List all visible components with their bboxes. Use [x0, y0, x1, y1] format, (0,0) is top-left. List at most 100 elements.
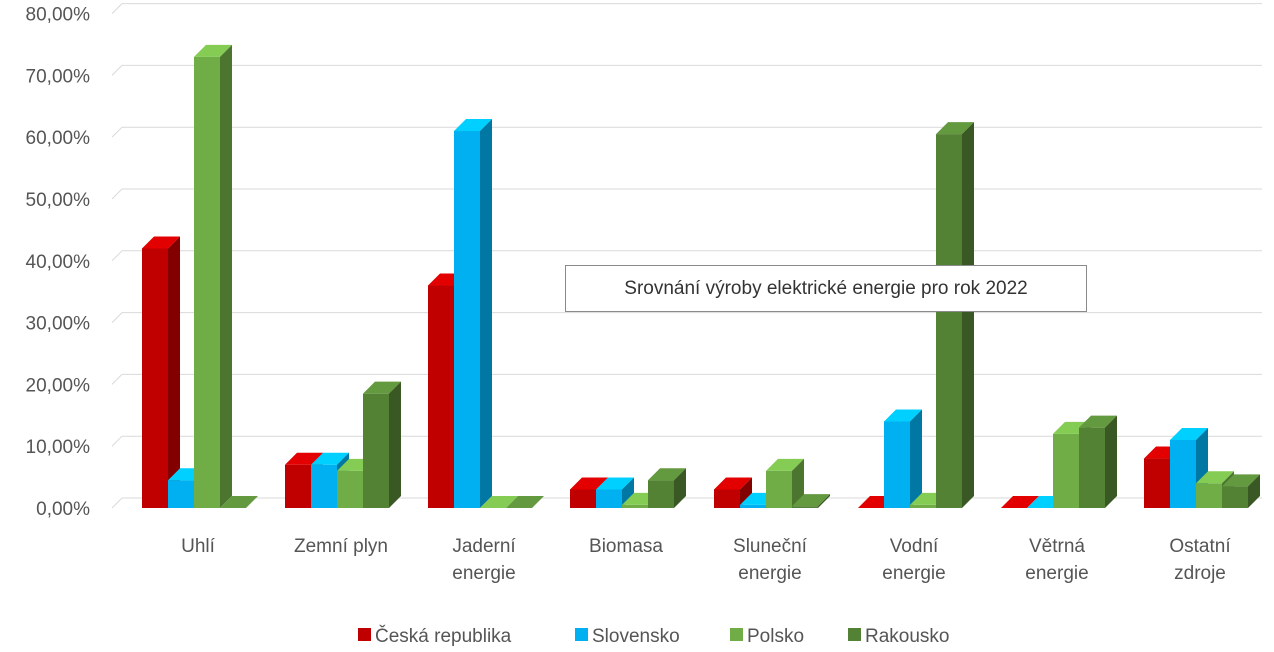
bar-front [285, 464, 311, 508]
gridline-depth [111, 435, 123, 447]
y-tick-label: 0,00% [36, 499, 90, 520]
bar-front [1079, 427, 1105, 508]
bar-front [1170, 440, 1196, 508]
y-tick-label: 30,00% [26, 314, 91, 335]
bar-top [570, 477, 608, 490]
y-tick-label: 50,00% [26, 190, 91, 211]
bar [1222, 474, 1260, 508]
x-axis-labels: Uhlí Zemní plyn Jaderní energie Biomasa Slune… [181, 536, 1231, 584]
x-category-label: Biomasa [589, 536, 663, 557]
bar [714, 477, 752, 508]
bar-top [454, 119, 492, 132]
bar [766, 458, 804, 508]
gridline-depth [111, 188, 123, 200]
x-category-label: Zemní plyn [294, 536, 388, 557]
bar-top [596, 477, 634, 490]
y-tick-label: 10,00% [26, 437, 91, 458]
bar-front [622, 504, 648, 508]
bar-front [428, 285, 454, 508]
bar-side [910, 409, 922, 508]
bar-side [740, 477, 752, 508]
x-category-label: Vodní energie [882, 536, 945, 584]
bar-front [142, 248, 168, 508]
gridline-depth [111, 497, 123, 509]
x-category-label: Uhlí [181, 536, 216, 557]
bar-side [622, 477, 634, 508]
bar-top [936, 122, 974, 135]
bar [596, 477, 634, 508]
bar-top [1079, 415, 1117, 428]
bar-front [910, 504, 936, 508]
legend-label: Česká republika [375, 625, 512, 647]
bar-top [766, 458, 804, 471]
y-axis-ticks: 0,00% 10,00% 20,00% 30,00% 40,00% 50,00% 60,00… [26, 5, 91, 520]
bar-top [1001, 496, 1039, 508]
bar-side [962, 122, 974, 509]
legend-swatch [848, 628, 861, 641]
chart-title: Srovnání výroby elektrické energie pro r… [565, 265, 1087, 312]
bar [1079, 415, 1117, 508]
bar-front [168, 480, 194, 508]
bar-front [454, 131, 480, 508]
bar-side [480, 119, 492, 509]
bar [1001, 496, 1039, 508]
bar [142, 236, 180, 508]
legend-swatch [358, 628, 371, 641]
gridlines [111, 3, 1262, 509]
bar [363, 381, 401, 508]
bar [454, 119, 492, 509]
y-tick-label: 70,00% [26, 66, 91, 87]
bar-top [194, 44, 232, 57]
bar-side [818, 494, 830, 508]
bar-side [389, 381, 401, 508]
bar-top [363, 381, 401, 394]
bar-top [1222, 474, 1260, 487]
bar-side [220, 44, 232, 509]
gridline-depth [111, 126, 123, 138]
x-category-label: Jaderní energie [452, 536, 516, 584]
gridline-depth [111, 374, 123, 385]
gridline-depth [111, 250, 123, 262]
bar-front [884, 421, 910, 508]
bar-front [740, 504, 766, 508]
legend: Česká republika Slovensko Polsko Rakousko [358, 625, 950, 647]
x-category-label: Větrná energie [1025, 536, 1088, 584]
bar-top [220, 496, 258, 508]
gridline-depth [111, 3, 123, 14]
bar [480, 496, 518, 508]
bar-front [1053, 433, 1079, 508]
bar-top [884, 409, 922, 422]
bar [884, 409, 922, 508]
bar-front [1196, 483, 1222, 508]
bar-front [1222, 486, 1248, 508]
gridline-depth [111, 65, 123, 76]
bar-front [596, 489, 622, 508]
bar [311, 452, 349, 508]
bar-front [363, 393, 389, 508]
legend-swatch [575, 628, 588, 641]
bar-front [792, 506, 818, 508]
bar-top [792, 494, 830, 507]
bar-front [570, 489, 596, 508]
bars [142, 44, 1260, 509]
bar-side [1105, 415, 1117, 508]
legend-label: Polsko [747, 626, 804, 647]
bar-top [714, 477, 752, 490]
bar-side [1248, 474, 1260, 508]
legend-item: Rakousko [848, 626, 950, 647]
legend-item: Polsko [730, 626, 804, 647]
bar-side [792, 458, 804, 508]
y-tick-label: 20,00% [26, 375, 91, 396]
bar [506, 496, 544, 508]
bar-top [506, 496, 544, 508]
bar-front [714, 489, 740, 508]
bar-top [648, 468, 686, 481]
bar [648, 468, 686, 508]
y-tick-label: 80,00% [26, 5, 91, 26]
legend-item: Slovensko [575, 626, 680, 647]
bar [220, 496, 258, 508]
bar-side [168, 236, 180, 508]
bar-front [766, 470, 792, 508]
bar-side [674, 468, 686, 508]
